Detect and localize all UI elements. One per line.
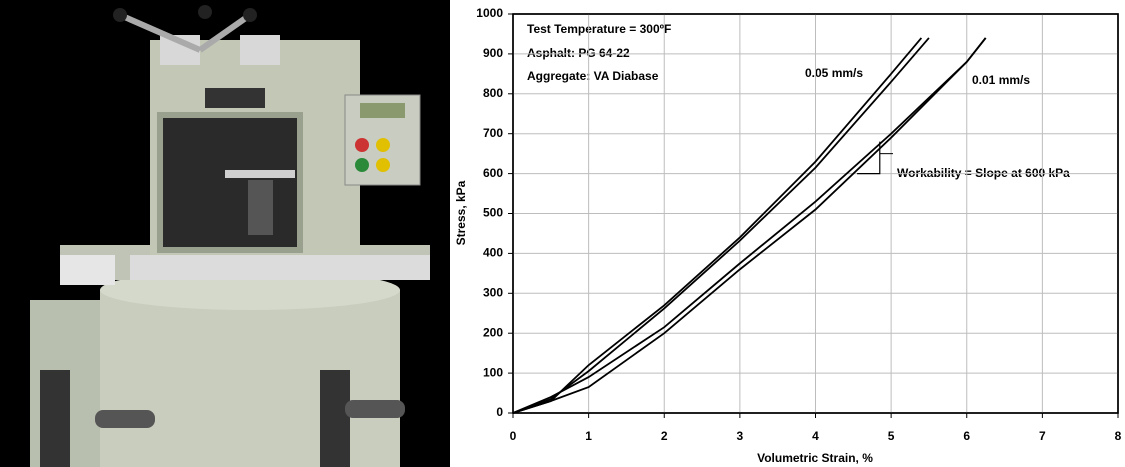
y-tick-label: 500 (483, 206, 503, 220)
machine-photo (0, 0, 450, 467)
plot-border (512, 13, 1119, 414)
slope-triangle (857, 141, 881, 175)
y-tick-label: 400 (483, 246, 503, 260)
y-tick-label: 100 (483, 365, 503, 379)
annotation: Asphalt: PG 64-22 (527, 46, 630, 60)
x-tick-label: 7 (1039, 429, 1046, 443)
y-tick-label: 800 (483, 86, 503, 100)
x-axis-title: Volumetric Strain, % (757, 451, 873, 465)
x-tick-label: 0 (510, 429, 517, 443)
y-tick-label: 1000 (476, 6, 503, 20)
x-tick-label: 5 (888, 429, 895, 443)
x-tick-label: 8 (1115, 429, 1122, 443)
curve (512, 37, 987, 414)
y-axis-title: Stress, kPa (454, 180, 468, 245)
x-tick-label: 6 (963, 429, 970, 443)
x-tick-label: 4 (812, 429, 819, 443)
x-tick-label: 3 (737, 429, 744, 443)
y-tick-label: 600 (483, 166, 503, 180)
y-tick-label: 700 (483, 126, 503, 140)
curve-label: 0.01 mm/s (972, 73, 1030, 87)
annotation: Test Temperature = 300ºF (527, 22, 671, 36)
y-tick-label: 0 (496, 405, 503, 419)
curve-label: 0.05 mm/s (805, 66, 863, 80)
y-tick-label: 200 (483, 325, 503, 339)
curve (512, 37, 987, 414)
y-tick-label: 900 (483, 46, 503, 60)
annotation: Aggregate: VA Diabase (527, 69, 659, 83)
y-tick-label: 300 (483, 285, 503, 299)
x-tick-label: 1 (585, 429, 592, 443)
x-tick-label: 2 (661, 429, 668, 443)
